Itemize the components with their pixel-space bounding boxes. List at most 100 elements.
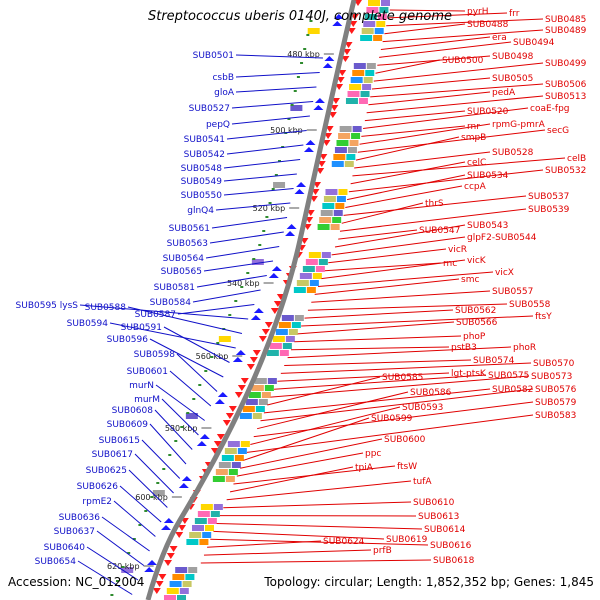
gene-label-leader — [207, 540, 322, 548]
gene-label-leader — [119, 485, 162, 523]
gene-arrow — [322, 63, 333, 68]
gene-label: pepQ — [206, 120, 230, 130]
track-tick — [296, 76, 300, 78]
feature-block — [205, 525, 214, 531]
gene-label: celC — [467, 158, 486, 168]
gene-arrow — [147, 560, 157, 565]
feature-block — [240, 441, 250, 447]
gene-label: SUB0574 — [473, 356, 515, 366]
gene-label: SUB0549 — [181, 177, 223, 187]
feature-block — [261, 392, 271, 398]
kbp-tick-label: 540 kbp — [227, 279, 260, 288]
feature-block — [339, 126, 352, 132]
kbp-tick-label: 520 kbp — [253, 204, 286, 213]
gene-label-leader — [384, 23, 466, 35]
gene-label: SUB0585 — [382, 373, 423, 383]
gene-label-leader — [366, 95, 544, 114]
gene-arrow — [161, 525, 171, 530]
feature-block — [331, 161, 344, 167]
feature-block — [248, 392, 261, 398]
feature-tracks — [121, 0, 390, 600]
gene-label-leader — [235, 86, 317, 93]
gene-label: SUB0520 — [467, 107, 509, 117]
gene-label-leader — [354, 151, 491, 169]
right-gene-labels: pyrH frr SUB0485 SUB0488 SUB0489 era SUB0494 SU… — [200, 7, 587, 566]
gene-label: SUB0506 — [545, 80, 587, 90]
gene-label-leader — [334, 224, 466, 248]
gene-arrow — [213, 441, 222, 447]
gene-label-leader — [203, 549, 372, 556]
gene-label: csbB — [212, 73, 234, 83]
feature-block — [152, 490, 165, 496]
gene-label-leader — [200, 559, 432, 564]
gene-arrow — [252, 350, 261, 356]
gene-label: SUB0636 — [59, 513, 101, 523]
gene-label: SUB0583 — [535, 411, 576, 421]
gene-label: SUB0527 — [189, 104, 230, 114]
feature-block — [299, 273, 312, 279]
gene-label: SUB0500 — [442, 56, 484, 66]
gene-label-leader — [328, 248, 447, 264]
gene-arrow — [258, 336, 267, 342]
gene-label: SUB0617 — [92, 450, 133, 460]
gene-label-leader — [311, 290, 491, 303]
gene-label: SUB0548 — [181, 164, 223, 174]
feature-block — [177, 595, 186, 600]
gene-label: SUB0528 — [492, 148, 534, 158]
gene-label: lgt-ptsK — [451, 369, 487, 379]
gene-label: SUB0543 — [467, 221, 508, 231]
gene-label: SUB0534 — [467, 171, 509, 181]
gene-label: frr — [509, 9, 520, 19]
feature-block — [338, 133, 351, 139]
feature-block — [290, 105, 303, 111]
feature-block — [312, 273, 322, 279]
gene-label-leader — [287, 346, 512, 359]
gene-arrow — [335, 84, 344, 90]
feature-block — [322, 203, 335, 209]
gene-label-leader — [377, 55, 491, 66]
feature-block — [335, 203, 345, 209]
feature-block — [294, 315, 304, 321]
genome-title: Streptococcus uberis 0140J, complete gen… — [147, 9, 453, 24]
gene-label-leader — [109, 322, 236, 349]
gene-label: SUB0582 — [492, 385, 533, 395]
track-tick — [216, 342, 220, 344]
gene-label-leader — [86, 546, 139, 581]
feature-block — [194, 518, 207, 524]
gene-label: pedA — [492, 88, 516, 98]
feature-block — [172, 574, 185, 580]
gene-label: SUB0575 — [488, 371, 529, 381]
feature-block — [360, 35, 373, 41]
feature-block — [352, 70, 365, 76]
gene-label: glpF2-SUB0544 — [467, 233, 537, 243]
gene-label: SUB0562 — [455, 306, 496, 316]
feature-block — [282, 343, 292, 349]
gene-arrow — [261, 329, 270, 335]
gene-label: SUB0640 — [44, 543, 86, 553]
gene-label: SUB0541 — [184, 135, 225, 145]
gene-label-leader — [375, 59, 441, 74]
feature-block — [325, 189, 338, 195]
gene-label: SUB0564 — [163, 254, 205, 264]
feature-block — [366, 7, 379, 13]
gene-label: SUB0613 — [418, 512, 459, 522]
gene-label-leader — [215, 202, 291, 211]
gene-arrow — [250, 315, 261, 320]
feature-block — [245, 399, 258, 405]
feature-block — [376, 21, 386, 27]
feature-block — [267, 378, 277, 384]
gene-label: SUB0494 — [513, 38, 555, 48]
gene-label-leader — [163, 326, 230, 363]
gene-arrow — [181, 476, 192, 481]
gene-label: SUB0614 — [424, 525, 466, 535]
gene-label-leader — [361, 125, 466, 137]
gene-arrow — [319, 154, 328, 160]
gene-label: pstB3 — [451, 343, 477, 353]
gene-label: SUB0625 — [86, 466, 127, 476]
feature-block — [319, 217, 332, 223]
gene-label-leader — [127, 306, 243, 334]
gene-label: SUB0542 — [184, 150, 225, 160]
feature-block — [175, 567, 188, 573]
gene-arrow — [296, 182, 307, 187]
